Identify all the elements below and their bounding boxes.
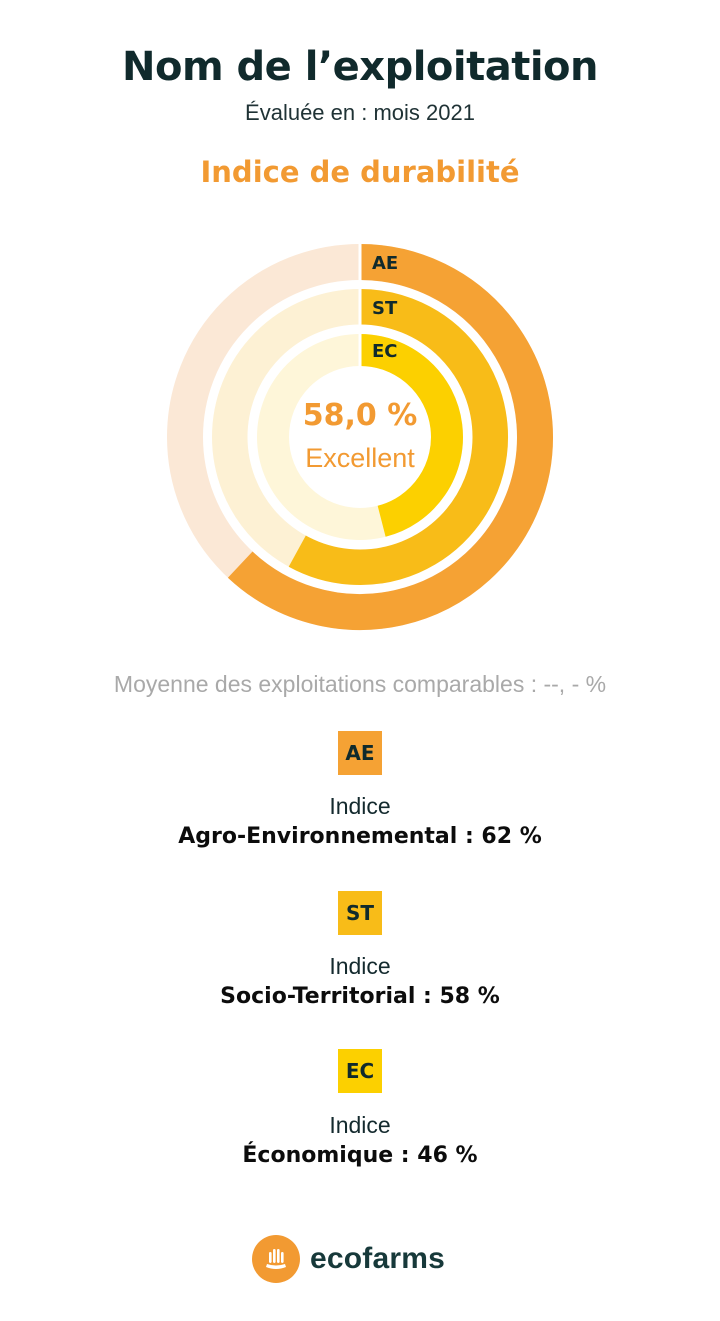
ring-arc-ae: [227, 244, 553, 630]
ring-arc-ec: [359, 334, 463, 537]
index-value-ec: Économique : 46 %: [242, 1143, 478, 1168]
badge-ae: AE: [338, 731, 382, 775]
index-value-st: Socio-Territorial : 58 %: [220, 984, 500, 1009]
index-label-st: Indice: [329, 953, 391, 979]
wheat-icon: [252, 1235, 300, 1283]
section-title: Indice de durabilité: [200, 155, 520, 189]
center-value: 58,0 %: [302, 398, 418, 433]
evaluation-date: Évaluée en : mois 2021: [245, 100, 475, 125]
sustainability-radial-chart: AE ST EC: [167, 243, 553, 630]
badge-ec: EC: [338, 1049, 382, 1093]
ring-label-ec: EC: [372, 341, 398, 362]
index-value-ae: Agro-Environnemental : 62 %: [178, 824, 542, 849]
index-label-ec: Indice: [329, 1112, 391, 1138]
center-rating: Excellent: [305, 443, 415, 473]
badge-st: ST: [338, 891, 382, 935]
brand-name: ecofarms: [310, 1242, 446, 1275]
comparable-average: Moyenne des exploitations comparables : …: [113, 671, 607, 697]
index-label-ae: Indice: [329, 793, 391, 819]
ring-label-ae: AE: [372, 253, 398, 274]
ring-label-st: ST: [372, 298, 398, 319]
page-title: Nom de l’exploitation: [121, 44, 599, 90]
ring-arc-st: [288, 289, 508, 585]
ecofarms-logo: ecofarms: [252, 1234, 445, 1284]
